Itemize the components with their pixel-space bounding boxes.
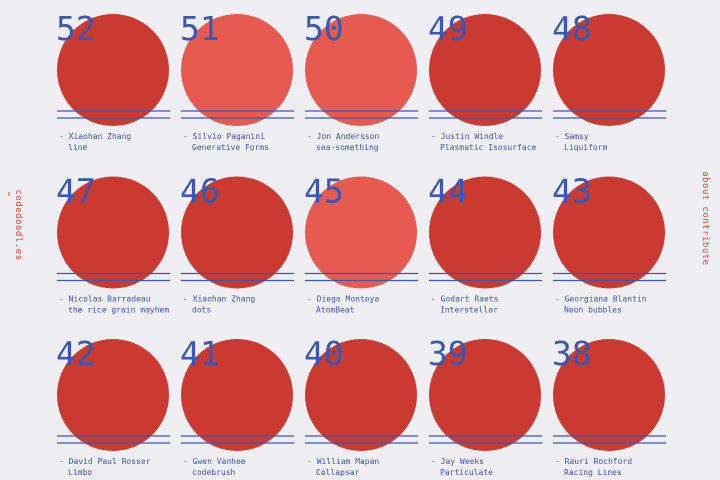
doodle-thumbnail[interactable] bbox=[429, 176, 541, 289]
logo[interactable]: codedoodl.es bbox=[13, 189, 23, 260]
doodle-thumbnail[interactable] bbox=[181, 176, 293, 289]
doodle-title[interactable]: Generative Forms bbox=[192, 143, 269, 152]
doodle-author[interactable]: - Silvio Paganini bbox=[183, 132, 265, 141]
doodle-author[interactable]: - William Mapan bbox=[307, 457, 379, 466]
doodle-author[interactable]: - Jon Andersson bbox=[307, 132, 379, 141]
doodle-number: 46 bbox=[180, 172, 220, 211]
doodle-number: 44 bbox=[428, 172, 468, 211]
doodle-title[interactable]: AtomBeat bbox=[316, 306, 355, 315]
doodle-thumbnail[interactable] bbox=[181, 339, 293, 451]
doodle-number: 50 bbox=[304, 9, 344, 48]
doodle-title[interactable]: Neon bubbles bbox=[564, 306, 622, 315]
doodle-thumbnail[interactable] bbox=[429, 14, 541, 126]
doodle-thumbnail[interactable] bbox=[57, 14, 169, 126]
doodle-number: 43 bbox=[552, 172, 592, 211]
doodle-number: 48 bbox=[552, 9, 592, 48]
doodle-number: 52 bbox=[56, 9, 96, 48]
doodle-thumbnail[interactable] bbox=[305, 339, 417, 451]
doodle-thumbnail[interactable] bbox=[553, 339, 665, 451]
doodle-number: 39 bbox=[428, 334, 468, 373]
doodle-title[interactable]: sea-something bbox=[316, 143, 379, 152]
doodle-author[interactable]: - Nicolas Barradeau bbox=[59, 295, 151, 304]
doodle-author[interactable]: - Rauri Rochford bbox=[555, 457, 632, 466]
doodle-author[interactable]: - Jay Weeks bbox=[431, 457, 484, 466]
doodle-author[interactable]: - Justin Windle bbox=[431, 132, 503, 141]
doodle-author[interactable]: - Xiaohan Zhang bbox=[59, 132, 131, 141]
doodle-thumbnail[interactable] bbox=[305, 14, 417, 126]
doodle-number: 45 bbox=[304, 172, 344, 211]
doodle-thumbnail[interactable] bbox=[429, 339, 541, 451]
doodle-thumbnail[interactable] bbox=[181, 14, 293, 126]
doodle-thumbnail[interactable] bbox=[553, 14, 665, 126]
doodle-title[interactable]: Liquiform bbox=[564, 143, 608, 152]
doodle-number: 41 bbox=[180, 334, 220, 373]
doodle-title[interactable]: Interstellar bbox=[440, 306, 498, 315]
doodle-title[interactable]: Collapsar bbox=[316, 468, 360, 477]
doodle-title[interactable]: Particulate bbox=[440, 468, 493, 477]
doodle-number: 49 bbox=[428, 9, 468, 48]
nav-link[interactable]: about bbox=[700, 171, 710, 201]
doodle-number: 40 bbox=[304, 334, 344, 373]
doodle-number: 51 bbox=[180, 9, 220, 48]
doodle-author[interactable]: - Xiaohan Zhang bbox=[183, 295, 255, 304]
doodle-title[interactable]: codebrush bbox=[192, 468, 236, 477]
doodle-author[interactable]: - Georgiana Blantin bbox=[555, 295, 647, 304]
doodle-author[interactable]: - David Paul Rosser bbox=[59, 457, 151, 466]
doodle-title[interactable]: Plasmatic Isosurface bbox=[440, 143, 537, 152]
doodle-title[interactable]: dots bbox=[192, 306, 211, 315]
nav-link[interactable]: contribute bbox=[700, 206, 710, 265]
doodle-author[interactable]: - Diego Montoya bbox=[307, 295, 379, 304]
doodle-author[interactable]: - Godart Raets bbox=[431, 295, 499, 304]
doodle-title[interactable]: line bbox=[68, 143, 87, 152]
doodle-title[interactable]: the rice grain mayhem bbox=[68, 306, 169, 315]
doodle-thumbnail[interactable] bbox=[57, 339, 169, 451]
doodle-title[interactable]: Racing Lines bbox=[564, 468, 622, 477]
doodle-thumbnail[interactable] bbox=[305, 176, 417, 289]
doodle-number: 42 bbox=[56, 334, 96, 373]
doodle-thumbnail[interactable] bbox=[57, 176, 169, 289]
doodle-number: 47 bbox=[56, 172, 96, 211]
doodle-thumbnail[interactable] bbox=[553, 176, 665, 289]
doodle-author[interactable]: - Gwen Vanhee bbox=[183, 457, 246, 466]
doodle-number: 38 bbox=[552, 334, 592, 373]
doodle-title[interactable]: Limbo bbox=[68, 468, 92, 477]
doodle-author[interactable]: - Samsy bbox=[555, 132, 589, 141]
